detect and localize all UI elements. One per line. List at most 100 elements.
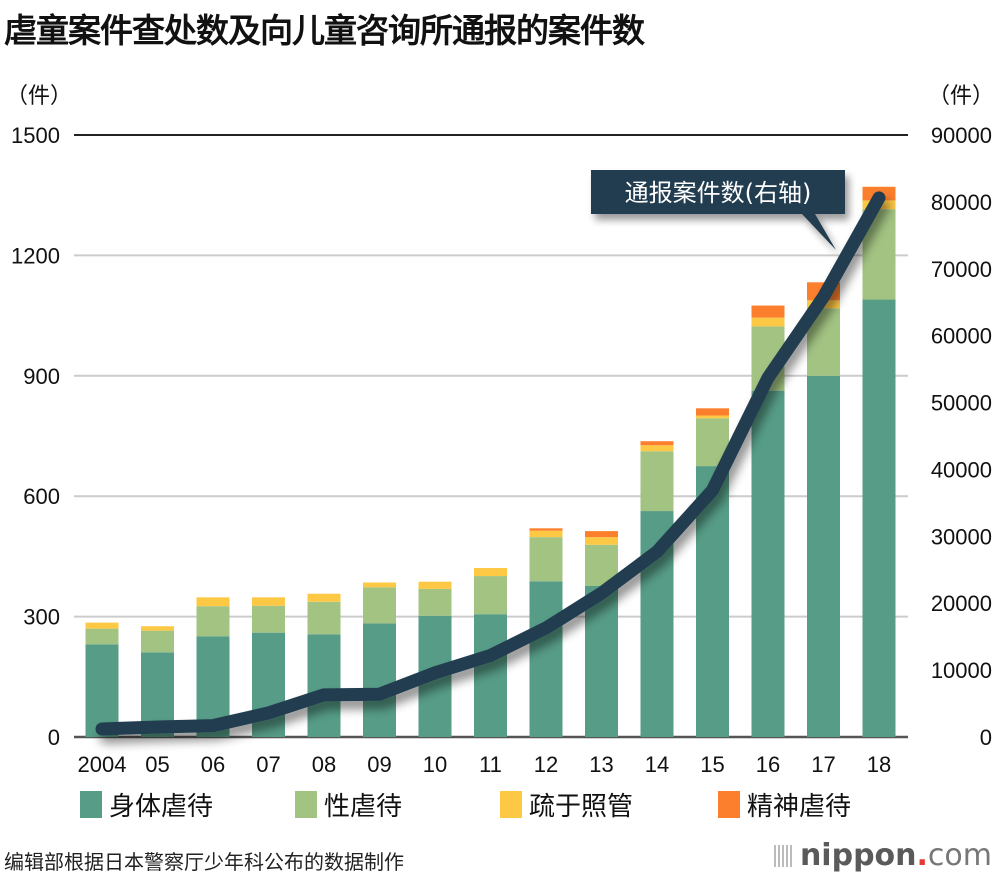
bar-segment-physical: [85, 644, 119, 737]
brand-dot: .: [916, 838, 928, 873]
bar-segment-physical: [529, 581, 563, 737]
bar-segment-physical: [862, 299, 896, 737]
x-axis-ticks: 2004 05 06 07 08 09 10 11 12 13 14 15 16 17 18: [78, 752, 892, 777]
x-tick-label: 07: [256, 752, 280, 777]
bar-segment-sexual: [307, 601, 341, 635]
bar-group-09: [363, 582, 396, 737]
right-tick-label: 10000: [931, 658, 992, 683]
legend-swatch-neglect: [500, 791, 522, 818]
brand-bars-icon: [773, 844, 792, 867]
bar-segment-neglect: [585, 537, 618, 545]
bar-segment-physical: [307, 634, 341, 737]
bar-segment-neglect: [474, 568, 507, 577]
x-tick-label: 11: [479, 752, 502, 777]
bar-segment-psychological: [585, 531, 618, 538]
bar-segment-sexual: [640, 451, 674, 512]
bar-group-16: [751, 305, 785, 737]
bar-group-14: [640, 441, 674, 737]
x-tick-label: 13: [589, 752, 613, 777]
left-axis-ticks: 0 300 600 900 1200 1500: [11, 123, 60, 750]
x-tick-label: 05: [145, 752, 169, 777]
legend-label-psychological: 精神虐待: [747, 792, 852, 822]
x-tick-label: 2004: [78, 752, 127, 777]
bar-group-18: [862, 186, 896, 737]
right-tick-label: 0: [980, 725, 992, 750]
bar-group-06: [196, 597, 230, 737]
legend-swatch-sexual: [295, 791, 317, 818]
line-callout: 通报案件数(右轴): [591, 170, 845, 250]
legend-label-sexual: 性虐待: [324, 792, 403, 822]
bar-segment-neglect: [252, 597, 285, 606]
legend-label-physical: 身体虐待: [109, 792, 214, 822]
bar-segment-psychological: [640, 441, 674, 446]
bar-group-2004: [85, 622, 119, 737]
bar-segment-sexual: [418, 588, 452, 616]
right-tick-label: 40000: [931, 457, 992, 482]
bar-segment-psychological: [751, 305, 785, 318]
right-axis-unit: （件）: [927, 84, 994, 109]
bar-segment-sexual: [474, 576, 507, 615]
legend-item-sexual: 性虐待: [295, 786, 500, 823]
bar-segment-physical: [474, 614, 507, 737]
bar-segment-physical: [807, 375, 840, 737]
bar-segment-sexual: [363, 587, 396, 624]
bar-segment-physical: [751, 390, 785, 737]
brand-tld: com: [927, 838, 992, 873]
legend: 身体虐待 性虐待 疏于照管 精神虐待: [80, 786, 851, 823]
bar-segment-sexual: [252, 605, 285, 633]
legend-item-psychological: 精神虐待: [718, 786, 851, 823]
x-tick-label: 14: [645, 752, 669, 777]
x-tick-label: 16: [756, 752, 780, 777]
bar-segment-physical: [363, 623, 396, 737]
left-tick-label: 600: [23, 484, 60, 509]
right-tick-label: 60000: [931, 324, 992, 349]
reports-line: [95, 191, 886, 736]
bar-segment-neglect: [418, 581, 452, 589]
bar-segment-sexual: [141, 630, 174, 653]
bar-segment-neglect: [640, 445, 674, 452]
bar-segment-neglect: [141, 626, 174, 631]
bar-segment-neglect: [363, 582, 396, 588]
right-tick-label: 50000: [931, 391, 992, 416]
x-tick-label: 06: [201, 752, 225, 777]
bar-segment-sexual: [85, 628, 119, 645]
bar-group-10: [418, 581, 452, 737]
bar-segment-psychological: [696, 408, 729, 416]
brand-logo[interactable]: nippon. com: [773, 838, 992, 873]
bar-group-13: [585, 531, 618, 737]
right-tick-label: 90000: [931, 123, 992, 148]
left-tick-label: 300: [23, 605, 60, 630]
left-tick-label: 900: [23, 364, 60, 389]
legend-swatch-psychological: [718, 791, 740, 818]
brand-name: nippon: [799, 838, 917, 873]
left-tick-label: 1500: [11, 123, 60, 148]
bar-segment-neglect: [696, 415, 729, 419]
x-tick-label: 15: [700, 752, 724, 777]
callout-box: [591, 170, 845, 250]
bar-group-17: [807, 282, 840, 737]
callout-label: 通报案件数(右轴): [625, 179, 812, 207]
bar-segment-neglect: [307, 593, 341, 602]
legend-item-physical: 身体虐待: [80, 786, 295, 823]
right-tick-label: 80000: [931, 190, 992, 215]
x-tick-label: 12: [534, 752, 558, 777]
x-tick-label: 08: [312, 752, 336, 777]
legend-item-neglect: 疏于照管: [500, 786, 718, 823]
left-axis-unit: （件）: [6, 84, 73, 109]
bar-group-11: [474, 568, 507, 737]
right-tick-label: 20000: [931, 591, 992, 616]
right-axis-ticks: 0 10000 20000 30000 40000 50000 60000 70000 8000…: [931, 123, 992, 750]
x-tick-label: 10: [423, 752, 447, 777]
left-tick-label: 0: [48, 725, 60, 750]
bar-segment-neglect: [529, 530, 563, 538]
chart-title: 虐童案件查处数及向儿童咨询所通报的案件数: [4, 11, 645, 50]
bar-segment-neglect: [751, 317, 785, 327]
bar-segment-psychological: [529, 528, 563, 531]
x-tick-label: 17: [811, 752, 835, 777]
legend-label-neglect: 疏于照管: [529, 792, 634, 822]
legend-swatch-physical: [80, 791, 102, 818]
left-tick-label: 1200: [11, 243, 60, 268]
x-tick-label: 09: [367, 752, 391, 777]
bar-group-08: [307, 593, 341, 737]
